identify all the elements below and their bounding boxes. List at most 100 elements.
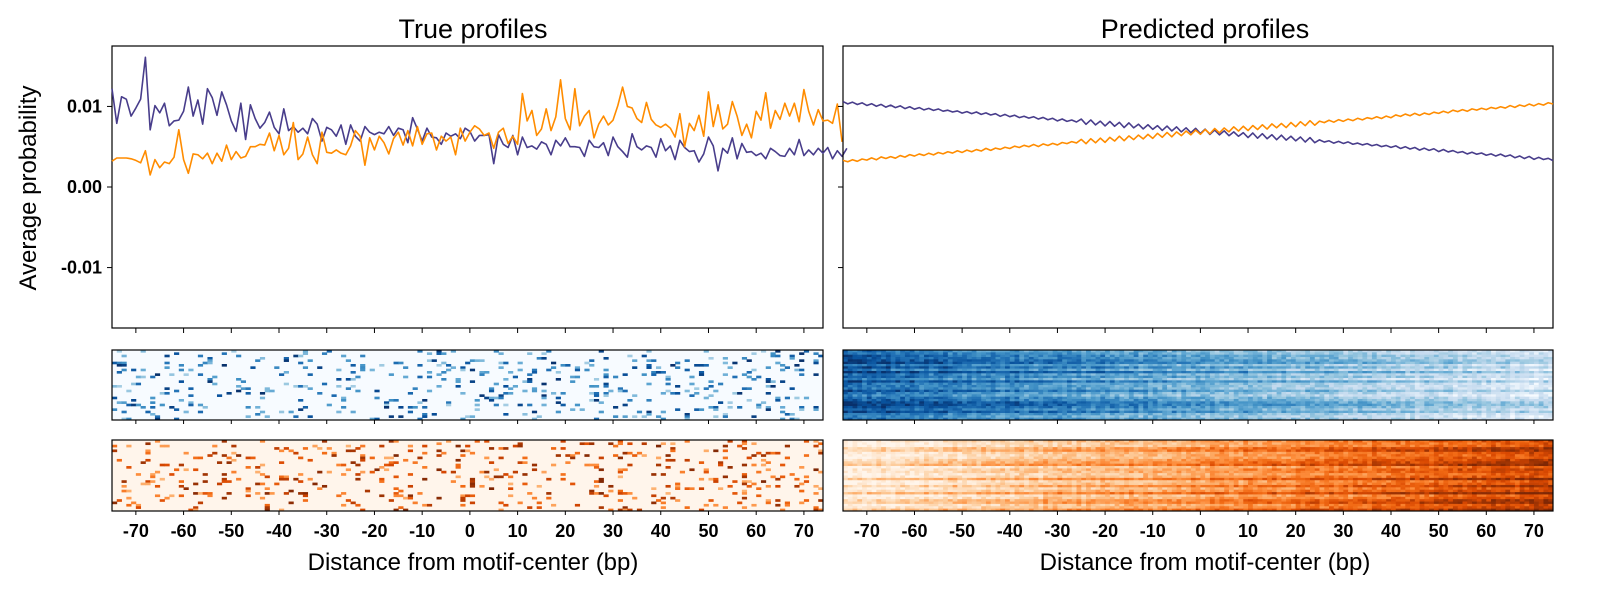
predicted-positive-heatmap-cell <box>1214 373 1220 376</box>
predicted-positive-heatmap-cell <box>1238 413 1244 416</box>
predicted-positive-heatmap-cell <box>1276 417 1282 421</box>
true-positive-heatmap-cell <box>374 417 380 421</box>
predicted-positive-heatmap-cell <box>1352 413 1359 416</box>
predicted-positive-heatmap-cell <box>1438 396 1444 400</box>
predicted-positive-heatmap-cell <box>990 401 996 404</box>
predicted-positive-heatmap-cell <box>1500 350 1506 353</box>
predicted-positive-heatmap-cell <box>1495 399 1501 402</box>
predicted-positive-heatmap-cell <box>1305 375 1311 379</box>
predicted-positive-heatmap-cell <box>976 361 982 365</box>
predicted-positive-heatmap-cell <box>1305 399 1311 402</box>
predicted-positive-heatmap-cell <box>938 373 944 376</box>
predicted-positive-heatmap-cell <box>962 415 968 418</box>
predicted-positive-heatmap-cell <box>1057 354 1063 358</box>
predicted-positive-heatmap-cell <box>1343 368 1349 372</box>
predicted-positive-heatmap-cell <box>947 396 953 400</box>
predicted-positive-heatmap-cell <box>1214 354 1220 358</box>
predicted-positive-heatmap-cell <box>947 357 953 360</box>
predicted-positive-heatmap-cell <box>1033 352 1039 355</box>
predicted-positive-heatmap-cell <box>904 403 911 407</box>
predicted-positive-heatmap-cell <box>919 361 925 365</box>
predicted-positive-heatmap-cell <box>1491 401 1497 404</box>
predicted-positive-heatmap-cell <box>1248 368 1254 372</box>
predicted-positive-heatmap-cell <box>1438 403 1444 407</box>
predicted-positive-heatmap-cell <box>1429 406 1435 409</box>
true-positive-heatmap-cell <box>302 406 309 409</box>
predicted-positive-heatmap-cell <box>1486 373 1492 376</box>
predicted-positive-heatmap-cell <box>1438 354 1444 358</box>
predicted-positive-heatmap-cell <box>1476 357 1482 360</box>
predicted-positive-heatmap-cell <box>1133 394 1139 397</box>
true-positive-heatmap-cell <box>765 408 771 411</box>
predicted-positive-heatmap-cell <box>1452 359 1459 362</box>
predicted-positive-heatmap-cell <box>1471 371 1478 374</box>
predicted-positive-heatmap-cell <box>952 389 958 393</box>
predicted-positive-heatmap-cell <box>1443 375 1449 379</box>
predicted-positive-heatmap-cell <box>1200 417 1206 421</box>
predicted-positive-heatmap-cell <box>1219 385 1225 388</box>
predicted-positive-heatmap-cell <box>985 415 992 418</box>
predicted-positive-heatmap-cell <box>909 410 915 414</box>
predicted-positive-heatmap-cell <box>1390 401 1397 404</box>
predicted-positive-heatmap-cell <box>1357 389 1363 393</box>
predicted-positive-heatmap-cell <box>1457 354 1463 358</box>
predicted-positive-heatmap-cell <box>1047 399 1054 402</box>
predicted-positive-heatmap-cell <box>1052 401 1058 404</box>
predicted-positive-heatmap-cell <box>962 378 968 381</box>
predicted-positive-heatmap-cell <box>1319 368 1325 372</box>
predicted-positive-heatmap-cell <box>966 380 973 383</box>
predicted-positive-heatmap-cell <box>1028 396 1035 400</box>
predicted-positive-heatmap-cell <box>1386 364 1392 367</box>
true-positive-heatmap-cell <box>116 371 122 374</box>
predicted-positive-heatmap-cell <box>1205 378 1211 381</box>
predicted-positive-heatmap-cell <box>1028 357 1035 360</box>
predicted-positive-heatmap-cell <box>1329 392 1335 395</box>
predicted-positive-heatmap-cell <box>1019 378 1025 381</box>
predicted-positive-heatmap-cell <box>1090 359 1096 362</box>
predicted-positive-heatmap-cell <box>843 354 849 358</box>
predicted-positive-heatmap-cell <box>1109 410 1116 414</box>
predicted-positive-heatmap-cell <box>1143 389 1149 393</box>
predicted-positive-heatmap-cell <box>1114 387 1120 390</box>
predicted-positive-heatmap-cell <box>1548 406 1554 409</box>
predicted-positive-heatmap-cell <box>1119 354 1125 358</box>
predicted-positive-heatmap-cell <box>1238 382 1244 386</box>
true-series-negative <box>111 79 843 176</box>
predicted-positive-heatmap-cell <box>1467 350 1473 353</box>
predicted-positive-heatmap-cell <box>1433 396 1440 400</box>
true-positive-heatmap-cell <box>250 366 256 369</box>
predicted-positive-heatmap-cell <box>1443 389 1449 393</box>
predicted-positive-heatmap-cell <box>1505 364 1511 367</box>
predicted-positive-heatmap-cell <box>1043 359 1049 362</box>
predicted-positive-heatmap-cell <box>881 350 887 353</box>
predicted-positive-heatmap-cell <box>1500 389 1506 393</box>
predicted-positive-heatmap-cell <box>1019 415 1025 418</box>
true-positive-heatmap-cell <box>574 368 581 372</box>
predicted-positive-heatmap-cell <box>1033 380 1039 383</box>
true-positive-heatmap-cell <box>460 417 466 421</box>
predicted-positive-heatmap-cell <box>1028 385 1035 388</box>
true-positive-heatmap-cell <box>345 359 351 362</box>
predicted-positive-heatmap-cell <box>1214 366 1220 369</box>
predicted-positive-heatmap-cell <box>1443 415 1449 418</box>
predicted-positive-heatmap-cell <box>1524 406 1530 409</box>
predicted-positive-heatmap-cell <box>1076 385 1082 388</box>
predicted-positive-heatmap-cell <box>1100 352 1106 355</box>
pred-series-negative <box>842 101 1554 163</box>
predicted-positive-heatmap-cell <box>1200 401 1206 404</box>
predicted-positive-heatmap-cell <box>1233 417 1239 421</box>
predicted-positive-heatmap-cell <box>909 366 915 369</box>
predicted-positive-heatmap-cell <box>1457 408 1463 411</box>
predicted-positive-heatmap-cell <box>1038 382 1044 386</box>
predicted-positive-heatmap-cell <box>1433 401 1440 404</box>
predicted-positive-heatmap-cell <box>1371 359 1378 362</box>
predicted-positive-heatmap-cell <box>933 354 939 358</box>
predicted-positive-heatmap-cell <box>981 352 987 355</box>
predicted-positive-heatmap-cell <box>1290 396 1297 400</box>
predicted-positive-heatmap-cell <box>966 378 973 381</box>
predicted-positive-heatmap-cell <box>890 385 896 388</box>
predicted-positive-heatmap-cell <box>1333 392 1339 395</box>
predicted-positive-heatmap-cell <box>843 359 849 362</box>
predicted-positive-heatmap-cell <box>1014 375 1020 379</box>
predicted-positive-heatmap-cell <box>862 364 868 367</box>
